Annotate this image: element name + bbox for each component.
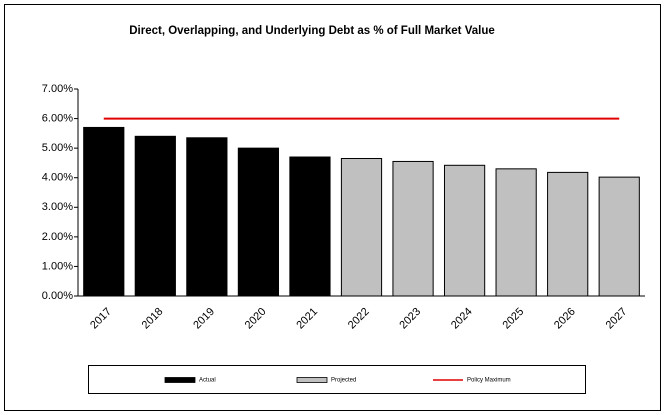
- y-tick-label: 5.00%: [42, 142, 73, 154]
- legend-label: Actual: [199, 378, 216, 384]
- legend-label: Projected: [331, 378, 356, 384]
- bar: [83, 126, 125, 297]
- bar: [289, 156, 331, 297]
- y-tick-label: 1.00%: [42, 260, 73, 272]
- y-tick-label: 2.00%: [42, 231, 73, 243]
- y-tick-label: 6.00%: [42, 112, 73, 124]
- y-tick-label: 7.00%: [42, 83, 73, 95]
- y-tick-label: 4.00%: [42, 172, 73, 184]
- bar: [598, 176, 640, 297]
- bar: [495, 168, 537, 297]
- chart-title: Direct, Overlapping, and Underlying Debt…: [129, 25, 495, 37]
- bar: [134, 135, 176, 297]
- legend-swatch: [296, 377, 328, 383]
- legend-box: [88, 365, 586, 394]
- bar: [340, 157, 383, 297]
- bar: [186, 137, 228, 297]
- y-tick-label: 0.00%: [42, 290, 73, 302]
- legend-swatch: [164, 377, 196, 383]
- bar: [392, 160, 434, 297]
- legend-label: Policy Maximum: [467, 378, 511, 384]
- bar: [547, 171, 589, 297]
- y-tick-label: 3.00%: [42, 201, 73, 213]
- bar: [443, 164, 486, 297]
- bar: [237, 147, 280, 297]
